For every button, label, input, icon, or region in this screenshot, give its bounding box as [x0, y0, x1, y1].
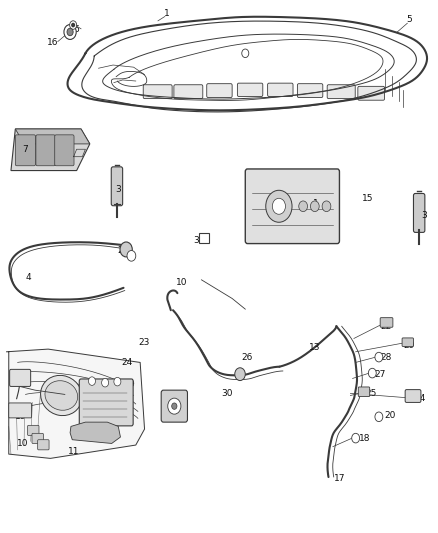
Text: 14: 14 — [415, 394, 426, 403]
Circle shape — [114, 377, 121, 386]
FancyBboxPatch shape — [402, 338, 413, 346]
Bar — [199, 233, 209, 243]
FancyBboxPatch shape — [32, 433, 43, 443]
Circle shape — [375, 352, 383, 362]
Text: 26: 26 — [242, 353, 253, 361]
FancyBboxPatch shape — [28, 425, 39, 435]
Text: 11: 11 — [68, 448, 79, 456]
Circle shape — [72, 23, 74, 27]
FancyBboxPatch shape — [380, 318, 393, 327]
Circle shape — [322, 201, 331, 212]
FancyBboxPatch shape — [327, 85, 355, 99]
Polygon shape — [11, 129, 90, 171]
Text: 3: 3 — [421, 212, 427, 220]
Polygon shape — [70, 422, 120, 443]
FancyBboxPatch shape — [245, 169, 339, 244]
FancyBboxPatch shape — [358, 387, 370, 397]
Text: 1: 1 — [163, 9, 170, 18]
Text: 3: 3 — [115, 185, 121, 193]
Polygon shape — [7, 349, 145, 458]
Text: 20: 20 — [384, 411, 396, 420]
Text: 31: 31 — [194, 237, 205, 245]
Circle shape — [120, 242, 132, 257]
Circle shape — [102, 378, 109, 387]
Circle shape — [64, 25, 76, 39]
Text: 28: 28 — [381, 353, 392, 361]
FancyBboxPatch shape — [268, 83, 293, 96]
Text: 29: 29 — [404, 341, 415, 350]
FancyBboxPatch shape — [38, 440, 49, 450]
Text: 2: 2 — [115, 394, 120, 403]
Circle shape — [311, 201, 319, 212]
Text: 22: 22 — [381, 322, 392, 330]
Polygon shape — [15, 129, 90, 144]
FancyBboxPatch shape — [143, 85, 172, 99]
Text: 1: 1 — [312, 199, 318, 208]
Text: 23: 23 — [139, 338, 150, 346]
Text: 24: 24 — [121, 358, 133, 367]
FancyBboxPatch shape — [207, 84, 232, 98]
Text: 7: 7 — [22, 145, 28, 154]
Text: 4: 4 — [26, 273, 31, 281]
Text: 27: 27 — [374, 370, 386, 378]
FancyBboxPatch shape — [405, 390, 421, 402]
FancyBboxPatch shape — [36, 135, 55, 166]
Circle shape — [375, 412, 383, 422]
Text: 12: 12 — [164, 400, 176, 408]
Text: 13: 13 — [309, 343, 320, 352]
Text: 15: 15 — [362, 194, 374, 203]
Text: 10: 10 — [17, 439, 28, 448]
FancyBboxPatch shape — [10, 369, 31, 386]
Circle shape — [242, 49, 249, 58]
Text: 5: 5 — [406, 15, 413, 24]
Circle shape — [127, 251, 136, 261]
Text: 6: 6 — [74, 25, 80, 34]
Circle shape — [172, 403, 177, 409]
FancyBboxPatch shape — [297, 84, 323, 98]
Circle shape — [67, 28, 73, 36]
Circle shape — [266, 190, 292, 222]
FancyBboxPatch shape — [111, 167, 123, 206]
Circle shape — [299, 201, 307, 212]
Circle shape — [352, 433, 360, 443]
Circle shape — [70, 21, 77, 29]
Text: 16: 16 — [47, 38, 58, 47]
Ellipse shape — [45, 381, 78, 410]
FancyBboxPatch shape — [161, 390, 187, 422]
Text: 10: 10 — [176, 278, 187, 287]
Text: 25: 25 — [366, 389, 377, 398]
Circle shape — [168, 398, 181, 414]
FancyBboxPatch shape — [413, 193, 425, 232]
FancyBboxPatch shape — [174, 85, 203, 99]
FancyBboxPatch shape — [9, 403, 32, 418]
Text: 17: 17 — [334, 474, 345, 483]
Circle shape — [272, 198, 286, 214]
FancyBboxPatch shape — [15, 135, 35, 166]
FancyBboxPatch shape — [358, 86, 385, 100]
FancyBboxPatch shape — [55, 135, 74, 166]
Text: 18: 18 — [359, 434, 370, 442]
FancyBboxPatch shape — [237, 83, 263, 96]
Ellipse shape — [41, 375, 82, 416]
Text: 19: 19 — [15, 413, 27, 421]
Circle shape — [368, 368, 376, 378]
Circle shape — [88, 377, 95, 385]
Text: 30: 30 — [221, 389, 233, 398]
Text: 9: 9 — [128, 381, 134, 389]
Circle shape — [235, 368, 245, 381]
Text: 21: 21 — [118, 246, 129, 255]
Text: 8: 8 — [12, 377, 18, 385]
Text: 10: 10 — [118, 414, 129, 423]
FancyBboxPatch shape — [79, 379, 133, 426]
